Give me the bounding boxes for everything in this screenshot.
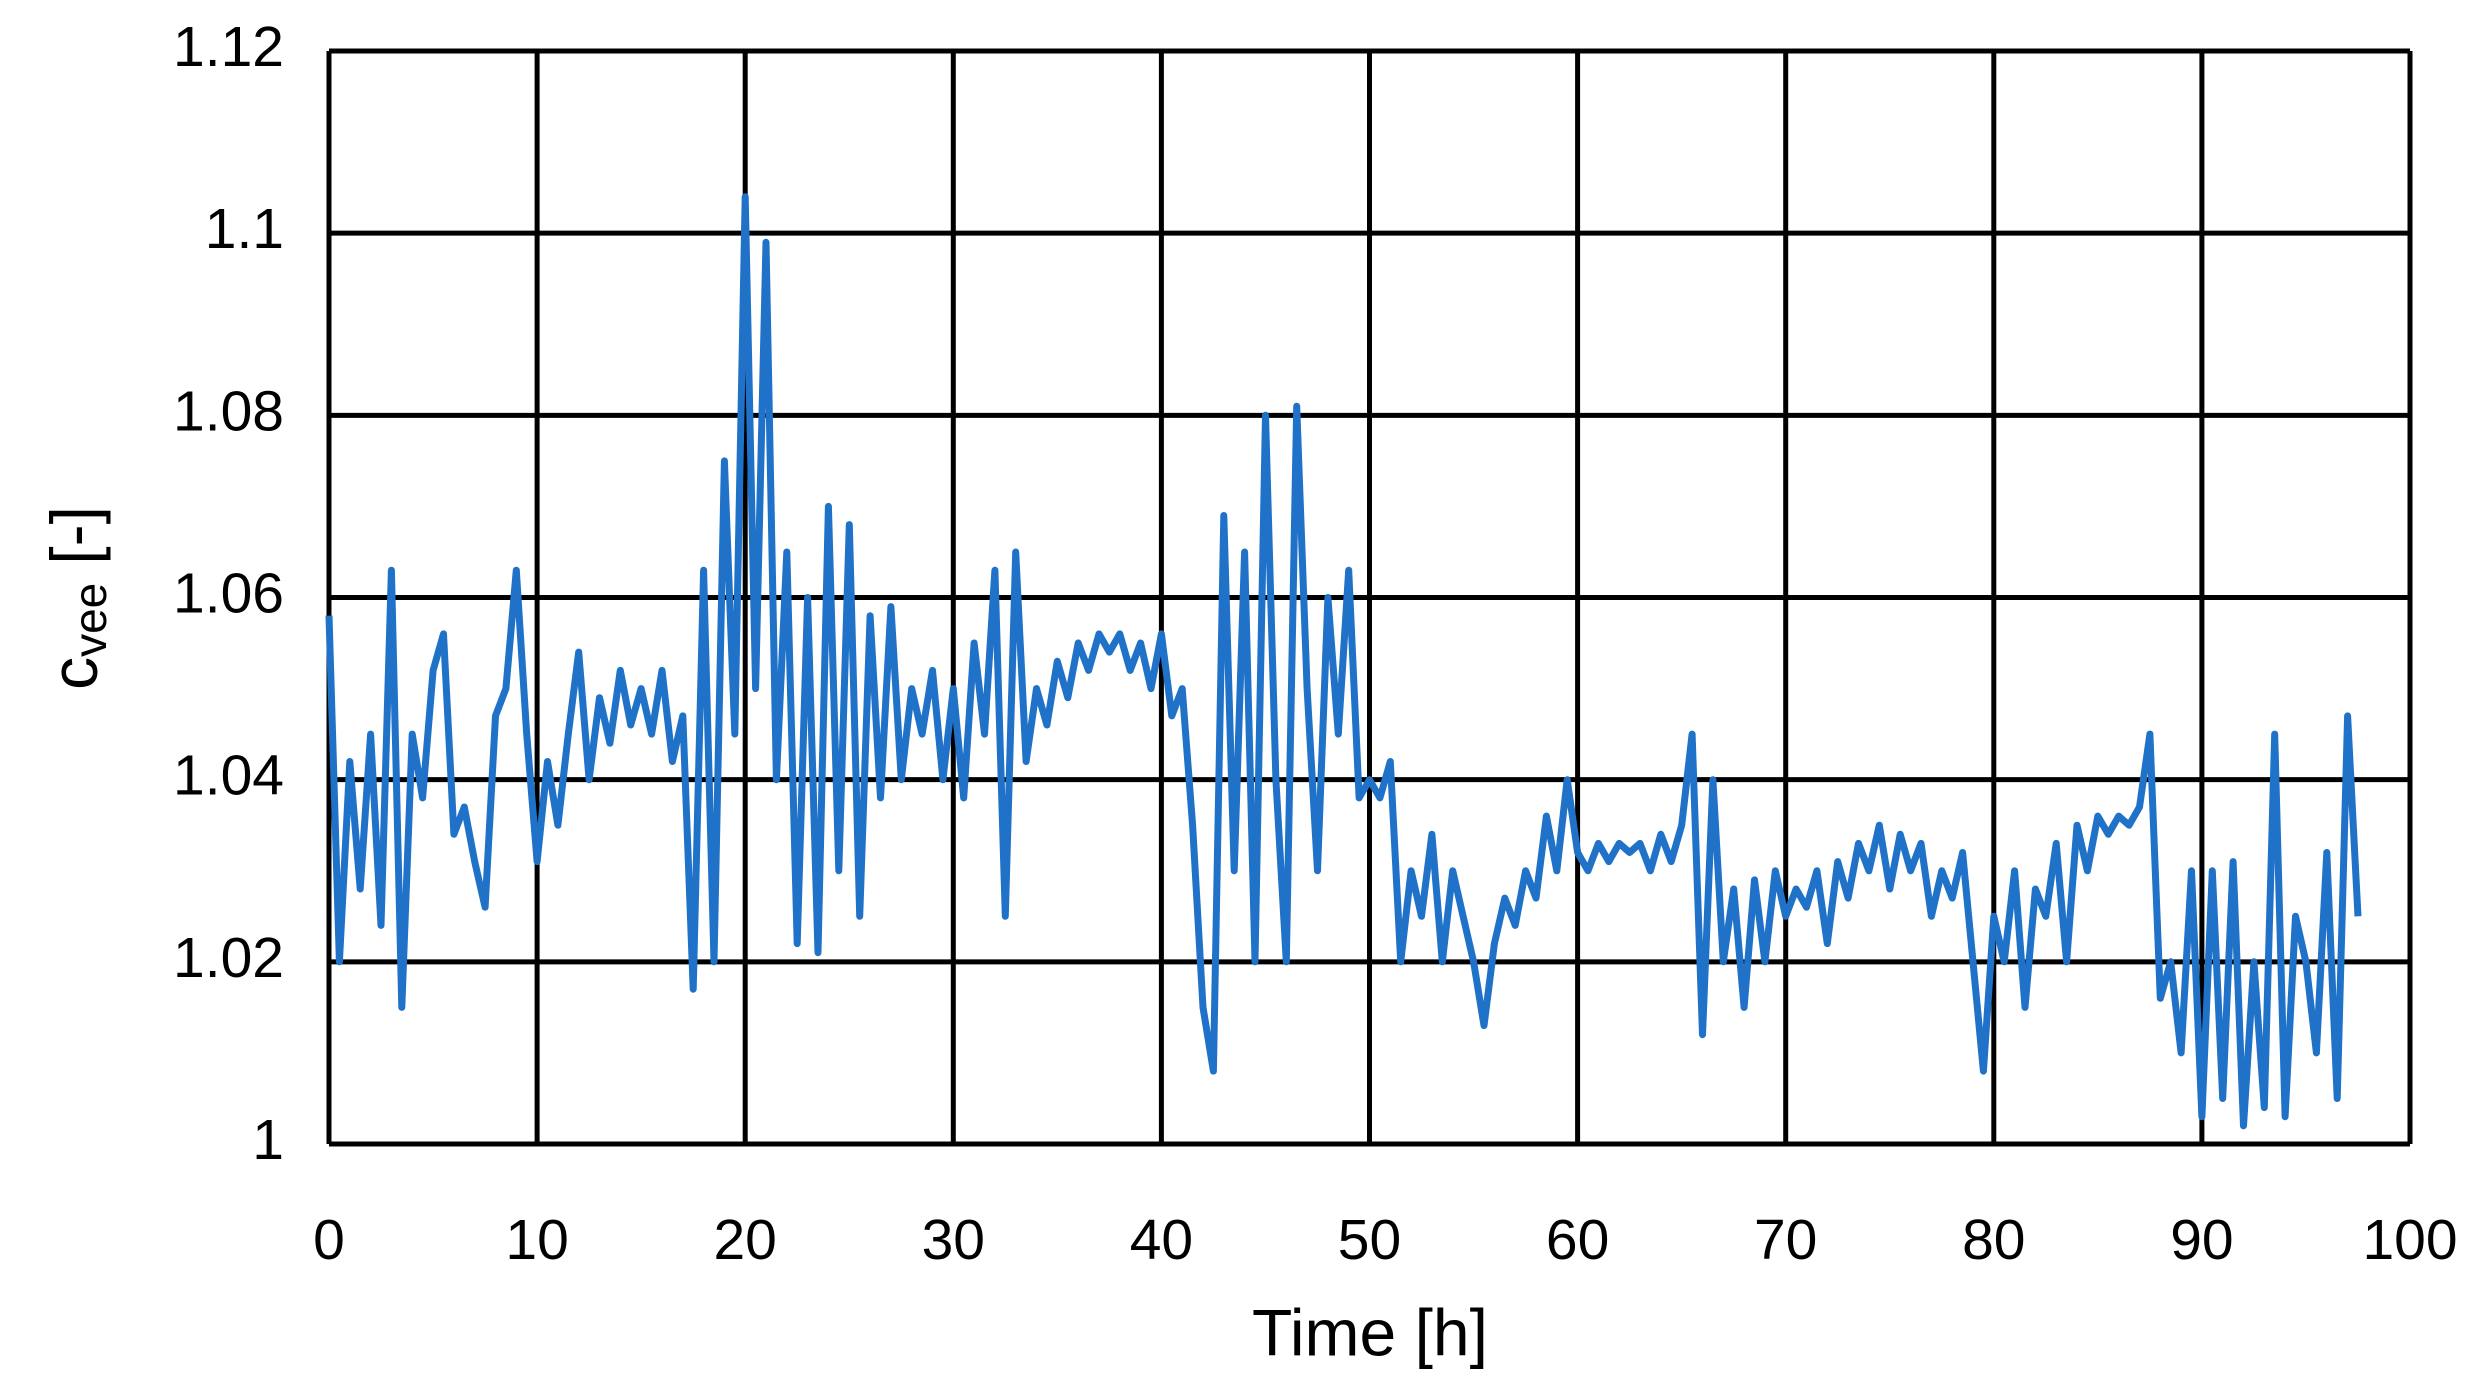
x-tick-label: 20 (713, 1208, 776, 1272)
y-tick-label: 1.04 (173, 744, 284, 808)
y-title-base: c (37, 657, 111, 690)
x-tick-label: 10 (505, 1208, 568, 1272)
x-tick-label: 100 (2362, 1208, 2457, 1272)
y-tick-label: 1.1 (205, 197, 284, 261)
x-tick-label: 40 (1130, 1208, 1193, 1272)
y-axis-title: cvee [-] (37, 506, 116, 690)
x-tick-label: 30 (922, 1208, 985, 1272)
y-tick-label: 1 (252, 1108, 284, 1172)
x-tick-label: 0 (313, 1208, 345, 1272)
y-tick-label: 1.08 (173, 379, 284, 443)
x-tick-label: 70 (1754, 1208, 1817, 1272)
x-tick-label: 90 (2170, 1208, 2233, 1272)
x-tick-label: 80 (1962, 1208, 2025, 1272)
y-tick-label: 1.02 (173, 926, 284, 990)
y-tick-label: 1.12 (173, 15, 284, 79)
y-title-subscript: vee (64, 583, 116, 657)
x-tick-label: 50 (1338, 1208, 1401, 1272)
y-title-unit: [-] (37, 506, 111, 565)
x-axis-title: Time [h] (1252, 1295, 1488, 1369)
y-tick-label: 1.06 (173, 562, 284, 626)
data-line (325, 193, 2362, 1130)
x-tick-label: 60 (1546, 1208, 1609, 1272)
